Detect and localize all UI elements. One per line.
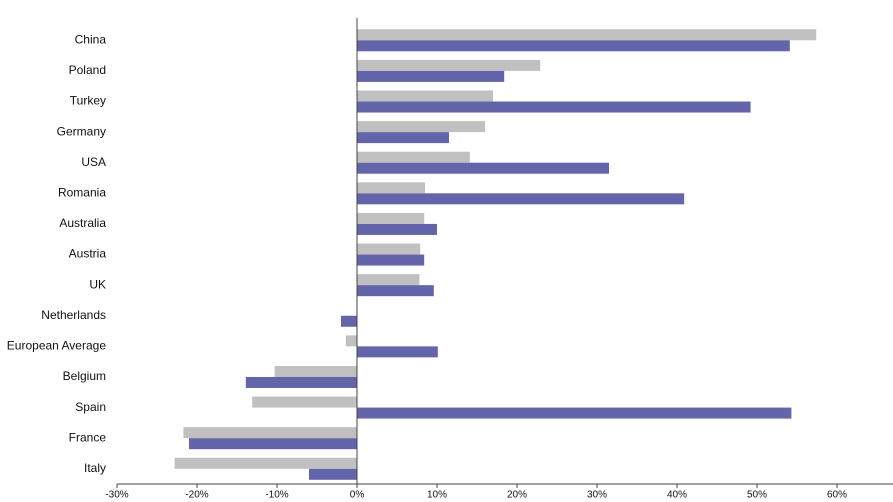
- x-tick-label: -10%: [265, 490, 288, 501]
- y-tick-label: USA: [81, 155, 106, 169]
- bar: [174, 457, 357, 469]
- x-tick-label: 60%: [827, 490, 847, 501]
- bar: [357, 346, 438, 358]
- bar: [345, 335, 357, 347]
- x-tick-label: 50%: [747, 490, 767, 501]
- y-tick-label: Australia: [59, 216, 106, 230]
- x-tick-label: 20%: [507, 490, 527, 501]
- bar: [183, 427, 357, 439]
- bar: [357, 59, 541, 71]
- y-tick-label: Austria: [69, 247, 107, 261]
- bar: [274, 365, 357, 377]
- y-tick-label: France: [69, 430, 107, 444]
- x-tick-label: 40%: [667, 490, 687, 501]
- y-tick-label: Spain: [75, 400, 106, 414]
- bar: [357, 90, 493, 102]
- bar: [357, 29, 817, 41]
- bar: [357, 212, 425, 224]
- bar: [189, 438, 357, 450]
- y-tick-label: China: [75, 32, 107, 46]
- bar: [357, 40, 790, 52]
- bar: [357, 132, 449, 144]
- bar: [245, 376, 357, 388]
- bar: [357, 274, 420, 286]
- x-tick-label: -30%: [105, 490, 128, 501]
- bar: [357, 101, 751, 113]
- y-tick-label: UK: [89, 277, 106, 291]
- bar: [357, 182, 425, 194]
- bar: [252, 396, 357, 408]
- y-tick-label: European Average: [7, 339, 107, 353]
- bar: [357, 407, 792, 419]
- x-tick-label: -20%: [185, 490, 208, 501]
- bar: [357, 151, 470, 163]
- y-tick-label: Italy: [84, 461, 106, 475]
- bar: [357, 254, 425, 266]
- bar: [357, 193, 685, 205]
- y-tick-label: Romania: [58, 186, 106, 200]
- bar: [357, 223, 437, 235]
- bar: [309, 468, 357, 480]
- x-tick-label: 0%: [350, 490, 365, 501]
- bar: [341, 315, 357, 327]
- y-tick-label: Turkey: [70, 94, 106, 108]
- y-tick-label: Belgium: [63, 369, 106, 383]
- y-tick-label: Germany: [57, 124, 106, 138]
- y-tick-label: Netherlands: [41, 308, 106, 322]
- bar: [357, 121, 485, 133]
- x-tick-label: 30%: [587, 490, 607, 501]
- bar: [357, 70, 505, 82]
- bar: [357, 285, 434, 297]
- bar: [357, 243, 421, 255]
- bar: [357, 162, 609, 174]
- x-tick-label: 10%: [427, 490, 447, 501]
- y-tick-label: Poland: [69, 63, 106, 77]
